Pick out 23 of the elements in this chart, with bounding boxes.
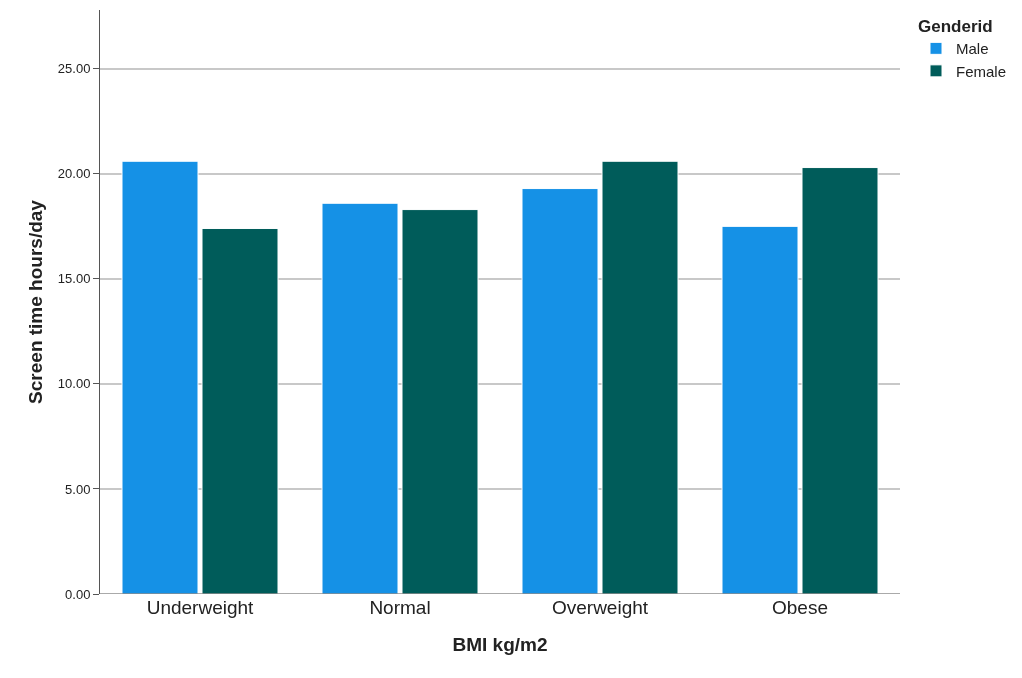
legend-label: Female [956,62,1007,80]
y-tick-label: 15.00 [57,271,91,287]
y-tick-label: 5.00 [65,481,91,497]
y-tick-label: 0.00 [65,586,91,602]
bar [801,167,879,594]
bar [721,225,799,594]
bar [601,160,679,594]
bar [321,202,399,594]
y-axis-title: Screen time hours/day [24,199,46,404]
y-tick-label: 20.00 [57,166,91,182]
bar [121,160,199,594]
x-tick-label: Overweight [551,597,649,618]
x-tick-label: Underweight [146,597,255,618]
bar [401,209,479,594]
y-tick-label: 10.00 [57,376,91,392]
x-tick-label: Normal [369,597,431,618]
bar [521,188,599,594]
bar [201,227,279,594]
x-axis-title: BMI kg/m2 [452,633,548,655]
y-tick-label: 25.00 [57,61,91,77]
legend-title: Genderid [918,17,993,37]
legend-label: Male [956,40,989,58]
x-tick-label: Obese [772,597,828,618]
